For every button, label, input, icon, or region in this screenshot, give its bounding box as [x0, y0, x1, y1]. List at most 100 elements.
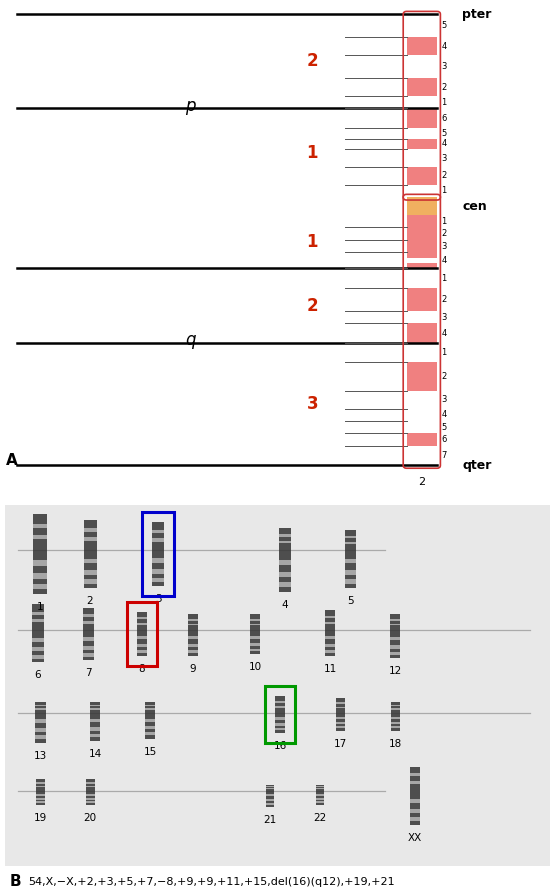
Bar [406, 128, 437, 139]
Bar [152, 522, 164, 550]
Text: 2: 2 [306, 52, 318, 70]
Bar [32, 655, 44, 659]
Text: 2: 2 [442, 372, 447, 381]
Text: 10: 10 [249, 662, 261, 672]
Text: 2: 2 [442, 82, 447, 91]
Text: 6: 6 [34, 670, 41, 680]
Text: 17: 17 [334, 738, 347, 748]
Bar [137, 617, 147, 619]
Bar [34, 712, 46, 743]
Text: 3: 3 [442, 313, 447, 322]
Bar [390, 619, 400, 621]
Bar [137, 623, 147, 625]
Text: 3: 3 [442, 62, 447, 71]
Bar [406, 96, 437, 108]
Bar [406, 78, 437, 96]
Bar [279, 550, 291, 592]
Text: 2: 2 [418, 478, 425, 487]
Bar [83, 520, 97, 550]
Text: 4: 4 [442, 42, 447, 51]
Bar [275, 712, 285, 733]
Bar [33, 524, 47, 529]
Bar [345, 536, 356, 538]
Bar [32, 604, 44, 630]
Bar [336, 717, 345, 719]
Bar [90, 709, 100, 710]
Bar [32, 638, 44, 642]
Bar [36, 794, 44, 796]
Bar [406, 38, 437, 55]
Bar [406, 215, 437, 228]
Text: 16: 16 [274, 741, 286, 751]
Bar [336, 702, 345, 704]
Bar [410, 791, 420, 825]
Bar [336, 727, 345, 728]
Bar [33, 573, 47, 579]
Bar [90, 734, 100, 737]
Bar [83, 570, 97, 575]
Bar [336, 699, 345, 712]
Bar [406, 167, 437, 185]
Bar [90, 728, 100, 731]
Bar [34, 709, 46, 710]
Bar [36, 786, 44, 787]
Bar [390, 615, 400, 630]
Bar [32, 612, 44, 615]
Bar [250, 619, 260, 621]
Text: 19: 19 [33, 813, 47, 823]
Bar [145, 702, 155, 712]
Bar [85, 786, 94, 787]
Bar [36, 801, 44, 803]
Text: 2: 2 [306, 297, 318, 314]
Bar [266, 785, 274, 790]
Bar [250, 643, 260, 646]
Bar [275, 696, 285, 712]
Bar [152, 569, 164, 573]
Text: 6: 6 [442, 435, 447, 444]
Text: 7: 7 [85, 668, 92, 678]
Bar [32, 619, 44, 623]
Bar [406, 434, 437, 446]
Text: 1: 1 [442, 217, 447, 226]
Bar [406, 139, 437, 150]
Text: 1: 1 [442, 98, 447, 107]
Bar [316, 794, 324, 796]
Bar [316, 785, 324, 790]
Text: 11: 11 [324, 665, 337, 675]
Bar [250, 630, 260, 654]
Bar [275, 723, 285, 726]
Bar [85, 798, 94, 800]
Bar [152, 530, 164, 533]
Text: 18: 18 [388, 738, 402, 748]
Bar [279, 560, 291, 564]
Text: 5: 5 [442, 22, 447, 30]
Text: 1: 1 [442, 349, 447, 358]
Bar [406, 288, 437, 311]
Bar [33, 583, 47, 589]
Bar [83, 646, 93, 650]
Text: 15: 15 [143, 746, 157, 756]
Bar [188, 619, 198, 621]
Bar [406, 391, 437, 409]
Bar [83, 653, 93, 657]
Bar [410, 816, 420, 821]
Bar [406, 311, 437, 323]
Bar [85, 779, 94, 790]
Bar [391, 709, 400, 710]
Bar [83, 637, 93, 641]
Bar [33, 514, 47, 550]
Bar [406, 421, 437, 434]
Bar [5, 505, 550, 866]
Bar [345, 559, 356, 564]
Bar [250, 615, 260, 630]
Bar [145, 712, 155, 738]
Bar [325, 622, 335, 625]
Bar [83, 529, 97, 532]
Text: 3: 3 [306, 395, 318, 413]
Bar [32, 647, 44, 651]
Text: 5: 5 [442, 129, 447, 138]
Bar [36, 798, 44, 800]
Bar [391, 702, 400, 712]
Bar [83, 559, 97, 564]
Bar [137, 644, 147, 647]
